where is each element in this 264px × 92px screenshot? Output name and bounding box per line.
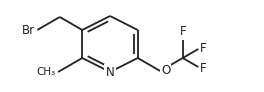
Text: F: F	[180, 25, 186, 38]
Text: CH₃: CH₃	[37, 67, 56, 77]
Text: O: O	[161, 64, 171, 77]
Text: F: F	[200, 61, 207, 75]
Text: N: N	[106, 66, 114, 78]
Text: Br: Br	[22, 23, 35, 37]
Text: F: F	[200, 43, 207, 55]
